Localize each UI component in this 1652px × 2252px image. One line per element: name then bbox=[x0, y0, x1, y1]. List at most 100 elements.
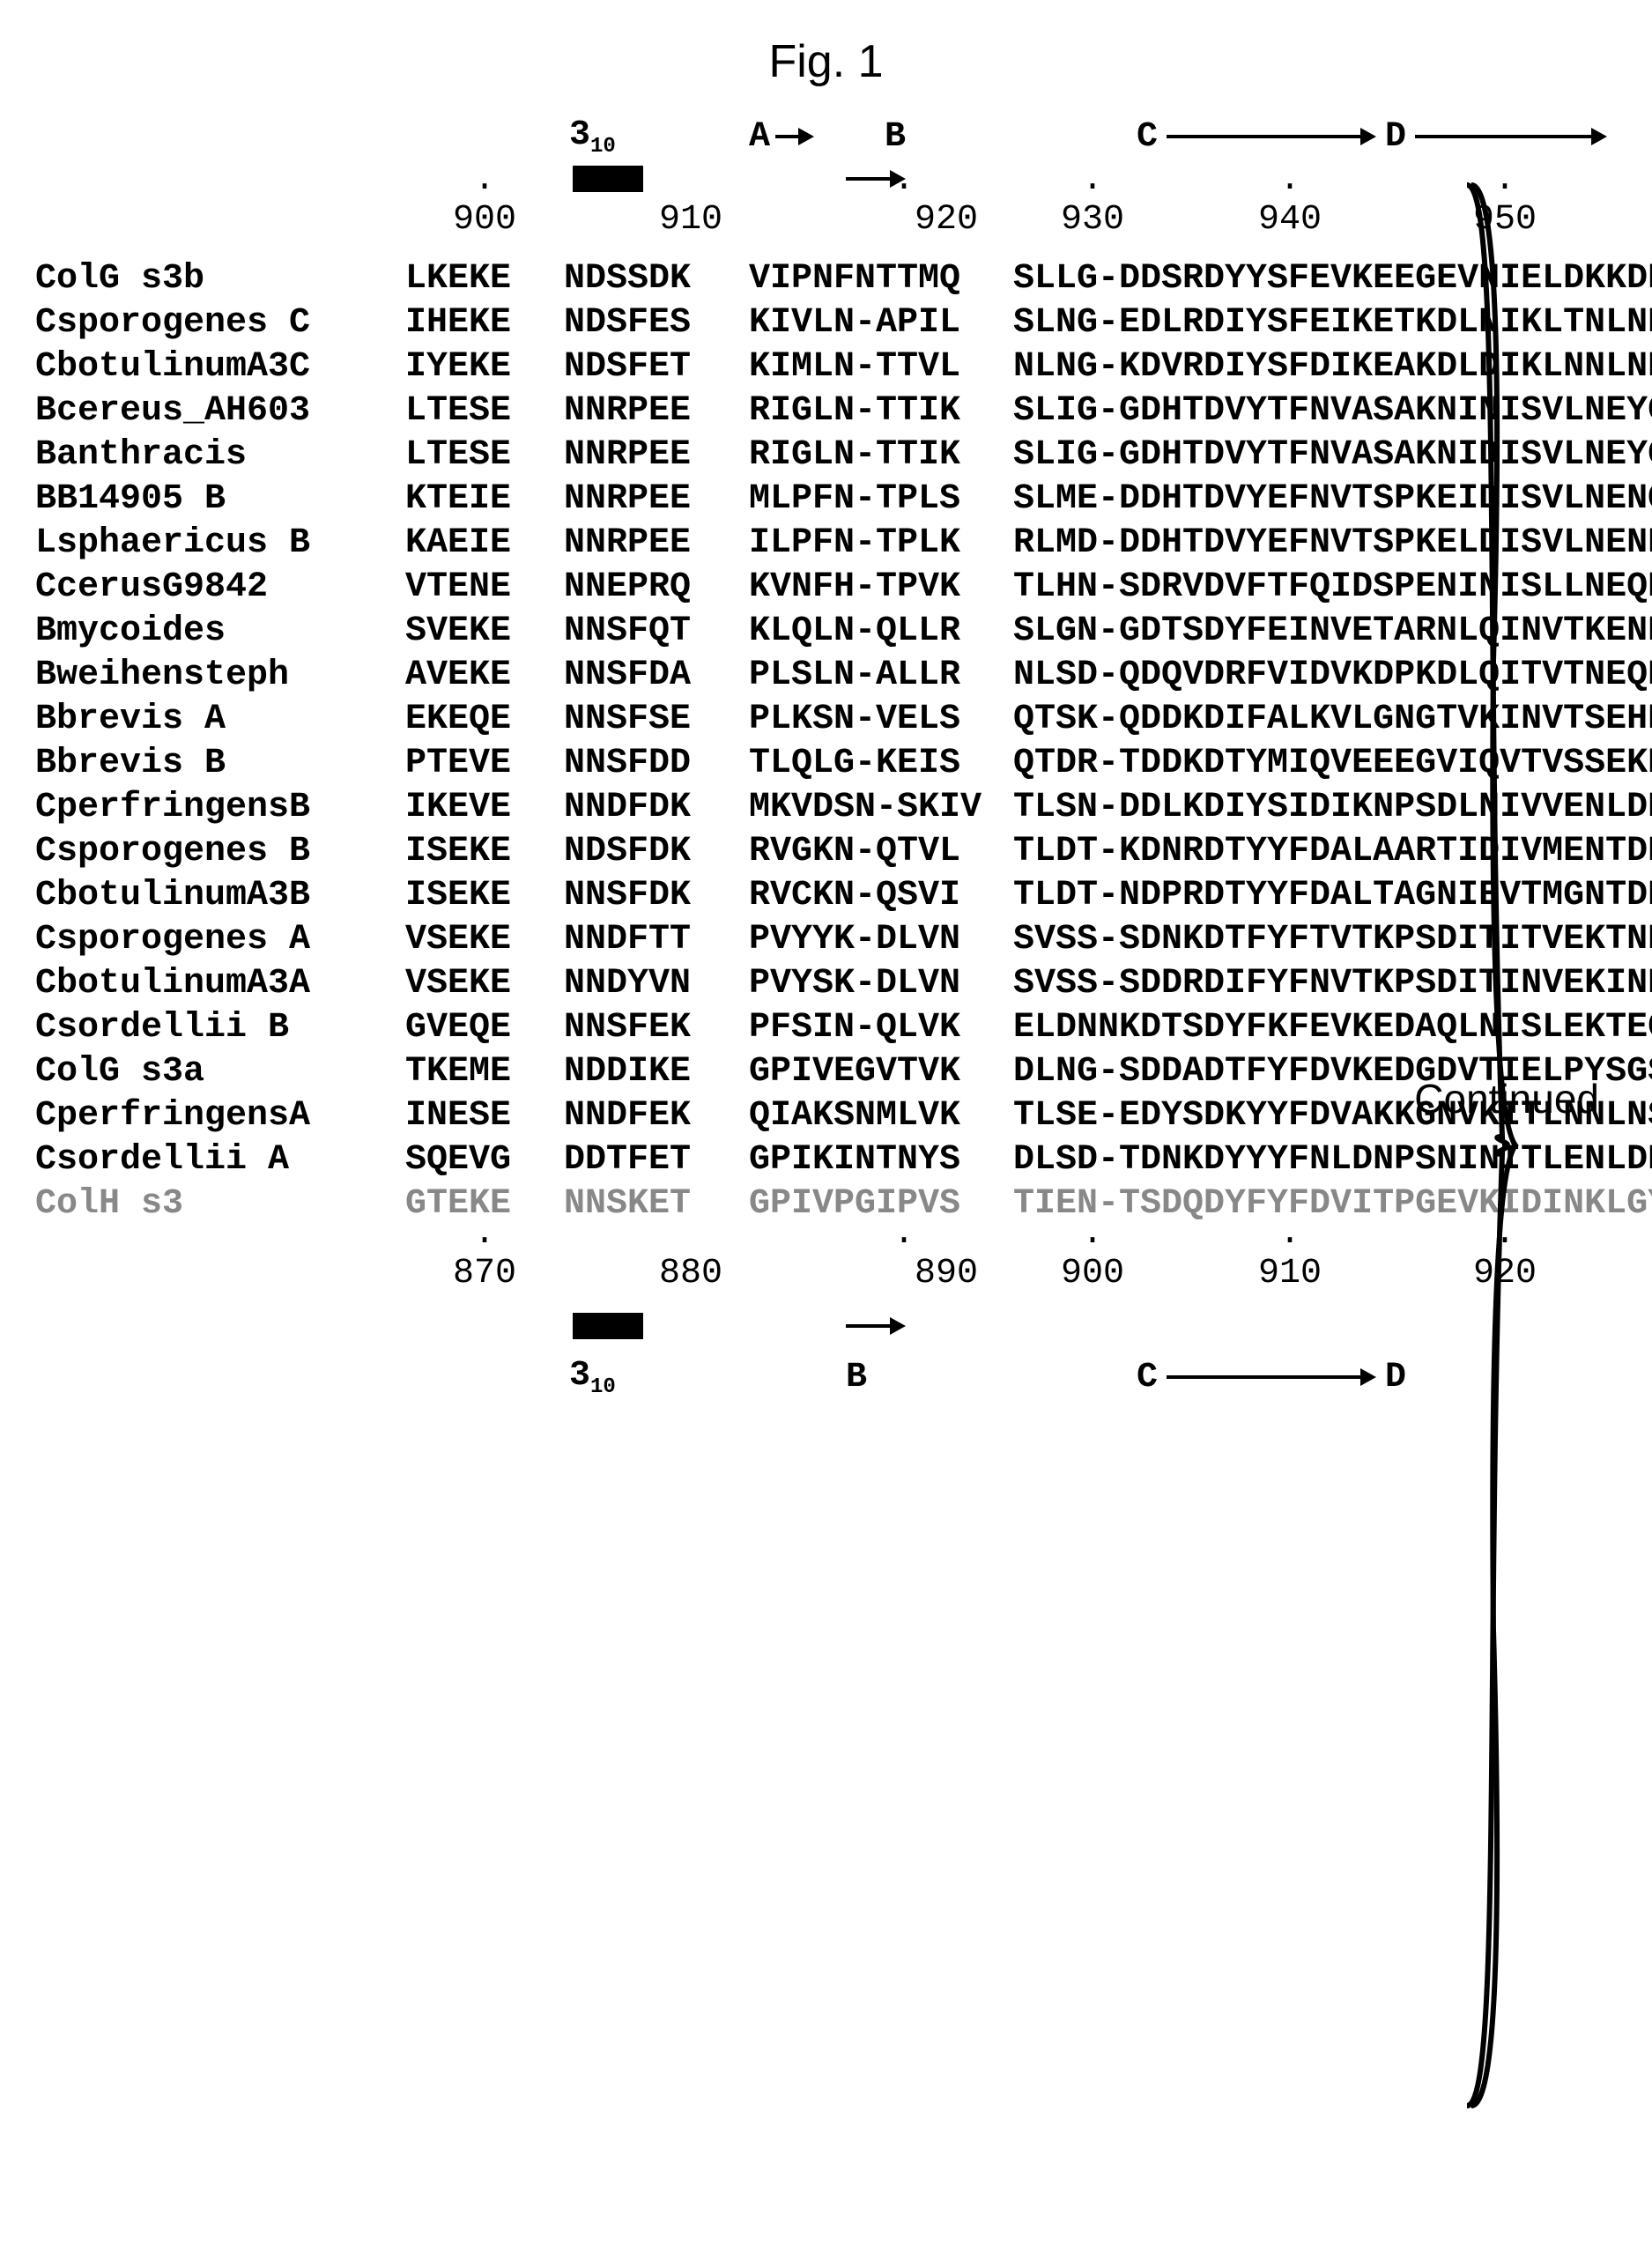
bottom-annotation-row: 310 B C D bbox=[35, 1346, 1617, 1408]
sequence-name: Csporogenes B bbox=[35, 830, 405, 874]
sequence-name: CcerusG9842 bbox=[35, 566, 405, 610]
seq-col-3: ELDNNKDTSDYFKFEVKEDAQLNISLEKTEG bbox=[1013, 1006, 1652, 1050]
seq-col-1: NNSFDD bbox=[564, 742, 722, 786]
region-label-D: D bbox=[1385, 117, 1406, 157]
helix-block-icon bbox=[573, 1313, 643, 1339]
sequence-row: Bbrevis AEKEQENNSFSEPLKSN-VELSQTSK-QDDKD… bbox=[35, 698, 1617, 742]
seq-col-0: AVEKE bbox=[405, 654, 564, 698]
helix-group: 310 bbox=[564, 115, 722, 159]
seq-col-1: NDSFET bbox=[564, 345, 722, 389]
helix-block-icon bbox=[573, 166, 643, 192]
sequence-name: CbotulinumA3B bbox=[35, 874, 405, 918]
arrow-CD bbox=[1167, 128, 1376, 145]
seq-col-3: TLSN-DDLKDIYSIDIKNPSDLNIVVENLDN bbox=[1013, 786, 1652, 830]
seq-col-3: RLMD-DDHTDVYEFNVTSPKELDISVLNENR bbox=[1013, 522, 1652, 566]
seq-col-2: GPIKINTNYS bbox=[749, 1138, 978, 1182]
seq-col-0: IYEKE bbox=[405, 345, 564, 389]
seq-col-3: SLIG-GDHTDVYTFNVASAKNIDISVLNEYG bbox=[1013, 433, 1652, 478]
seq-col-0: ISEKE bbox=[405, 830, 564, 874]
seq-col-1: NNRPEE bbox=[564, 389, 722, 433]
seq-col-1: NNRPEE bbox=[564, 478, 722, 522]
sequence-row: Bbrevis BPTEVENNSFDDTLQLG-KEISQTDR-TDDKD… bbox=[35, 742, 1617, 786]
sequence-row: CbotulinumA3CIYEKENDSFETKIMLN-TTVLNLNG-K… bbox=[35, 345, 1617, 389]
seq-col-2: PFSIN-QLVK bbox=[749, 1006, 978, 1050]
arrow-CD-bottom bbox=[1167, 1368, 1376, 1386]
seq-col-1: NDSSDK bbox=[564, 257, 722, 301]
seq-col-0: ISEKE bbox=[405, 874, 564, 918]
figure-container: Fig. 1 310 A B bbox=[35, 35, 1617, 1408]
seq-col-0: KTEIE bbox=[405, 478, 564, 522]
seq-col-0: GVEQE bbox=[405, 1006, 564, 1050]
seq-col-1: NNRPEE bbox=[564, 433, 722, 478]
sequence-name: ColG s3a bbox=[35, 1050, 405, 1094]
seq-col-0: IKEVE bbox=[405, 786, 564, 830]
continued-label: Continued bbox=[1414, 1075, 1599, 1122]
seq-col-3: TLDT-NDPRDTYYFDALTAGNIEVTMGNTDN bbox=[1013, 874, 1652, 918]
sequence-row: Bcereus_AH603LTESENNRPEERIGLN-TTIKSLIG-G… bbox=[35, 389, 1617, 433]
seq-col-3: SLIG-GDHTDVYTFNVASAKNINISVLNEYG bbox=[1013, 389, 1652, 433]
sequence-row: Csporogenes AVSEKENNDFTTPVYYK-DLVNSVSS-S… bbox=[35, 918, 1617, 962]
brace-icon bbox=[1458, 176, 1520, 2115]
sequence-row: BanthracisLTESENNRPEERIGLN-TTIKSLIG-GDHT… bbox=[35, 433, 1617, 478]
seq-col-2: PVYYK-DLVN bbox=[749, 918, 978, 962]
seq-col-1: NNSFDA bbox=[564, 654, 722, 698]
seq-col-1: NNSFEK bbox=[564, 1006, 722, 1050]
seq-col-3: DLSD-TDNKDYYYFNLDNPSNINITLENLDN bbox=[1013, 1138, 1652, 1182]
seq-col-3: QTDR-TDDKDTYMIQVEEEGVIQVTVSSEKD bbox=[1013, 742, 1652, 786]
sequence-name: ColG s3b bbox=[35, 257, 405, 301]
seq-col-3: TLHN-SDRVDVFTFQIDSPENINISLLNEQN bbox=[1013, 566, 1652, 610]
helix-block-row-bottom bbox=[35, 1311, 1617, 1341]
sequence-name: Bbrevis B bbox=[35, 742, 405, 786]
seq-col-1: NDDIKE bbox=[564, 1050, 722, 1094]
sequence-row: Csordellii ASQEVGDDTFETGPIKINTNYSDLSD-TD… bbox=[35, 1138, 1617, 1182]
ruler-num: 870 bbox=[453, 1254, 516, 1293]
sequence-name: Bbrevis A bbox=[35, 698, 405, 742]
seq-col-1: NNSFQT bbox=[564, 610, 722, 654]
ruler-num: 890 bbox=[915, 1254, 978, 1293]
seq-col-0: IHEKE bbox=[405, 301, 564, 345]
seq-col-1: NNSKET bbox=[564, 1182, 722, 1226]
seq-col-3: SVSS-SDNKDTFYFTVTKPSDITITVEKTNN bbox=[1013, 918, 1652, 962]
sequence-name: Csporogenes C bbox=[35, 301, 405, 345]
seq-col-1: NNDFEK bbox=[564, 1094, 722, 1138]
sequence-name: Bmycoides bbox=[35, 610, 405, 654]
region-label-C-bottom: C bbox=[1137, 1358, 1158, 1397]
seq-col-0: EKEQE bbox=[405, 698, 564, 742]
seq-col-0: TKEME bbox=[405, 1050, 564, 1094]
seq-col-3: SLME-DDHTDVYEFNVTSPKEIDISVLNENQ bbox=[1013, 478, 1652, 522]
sequence-name: Bcereus_AH603 bbox=[35, 389, 405, 433]
seq-col-1: NDSFDK bbox=[564, 830, 722, 874]
seq-col-0: SVEKE bbox=[405, 610, 564, 654]
ruler-num: 940 bbox=[1258, 200, 1322, 240]
sequence-name: CbotulinumA3C bbox=[35, 345, 405, 389]
sequence-row: ColG s3aTKEMENDDIKEGPIVEGVTVKDLNG-SDDADT… bbox=[35, 1050, 1617, 1094]
seq-col-0: PTEVE bbox=[405, 742, 564, 786]
ruler-bottom: .870 880 . 890 .900 .910 .920 bbox=[35, 1253, 1617, 1293]
sequence-row: Csporogenes CIHEKENDSFESKIVLN-APILSLNG-E… bbox=[35, 301, 1617, 345]
ruler-num: 910 bbox=[1258, 1254, 1322, 1293]
seq-col-3: NLSD-QDQVDRFVIDVKDPKDLQITVTNEQN bbox=[1013, 654, 1652, 698]
sequence-name: CbotulinumA3A bbox=[35, 962, 405, 1006]
ruler-top: .900 910 . 920 .930 .940 .950 bbox=[35, 199, 1617, 240]
sequence-row: BweihenstephAVEKENNSFDAPLSLN-ALLRNLSD-QD… bbox=[35, 654, 1617, 698]
sequence-name: Banthracis bbox=[35, 433, 405, 478]
seq-col-3: SVSS-SDDRDIFYFNVTKPSDITINVEKINK bbox=[1013, 962, 1652, 1006]
seq-col-1: NNEPRQ bbox=[564, 566, 722, 610]
sequence-alignment-block: ColG s3bLKEKENDSSDKVIPNFNTTMQSLLG-DDSRDY… bbox=[35, 257, 1617, 1226]
seq-col-2: ILPFN-TPLK bbox=[749, 522, 978, 566]
region-label-B: B bbox=[885, 117, 906, 157]
seq-col-2: KIVLN-APIL bbox=[749, 301, 978, 345]
sequence-row: BmycoidesSVEKENNSFQTKLQLN-QLLRSLGN-GDTSD… bbox=[35, 610, 1617, 654]
sequence-name: Lsphaericus B bbox=[35, 522, 405, 566]
seq-col-0: VSEKE bbox=[405, 918, 564, 962]
seq-col-0: VTENE bbox=[405, 566, 564, 610]
ruler-dot: . bbox=[474, 160, 495, 200]
figure-title: Fig. 1 bbox=[35, 35, 1617, 88]
seq-col-2: QIAKSNMLVK bbox=[749, 1094, 978, 1138]
ruler-num: 930 bbox=[1061, 200, 1124, 240]
seq-col-3: SLLG-DDSRDYYSFEVKEEGEVNIELDKKDE bbox=[1013, 257, 1652, 301]
seq-col-1: NNDFDK bbox=[564, 786, 722, 830]
seq-col-2: RIGLN-TTIK bbox=[749, 433, 978, 478]
sequence-name: Csordellii A bbox=[35, 1138, 405, 1182]
seq-col-2: MKVDSN-SKIV bbox=[749, 786, 978, 830]
